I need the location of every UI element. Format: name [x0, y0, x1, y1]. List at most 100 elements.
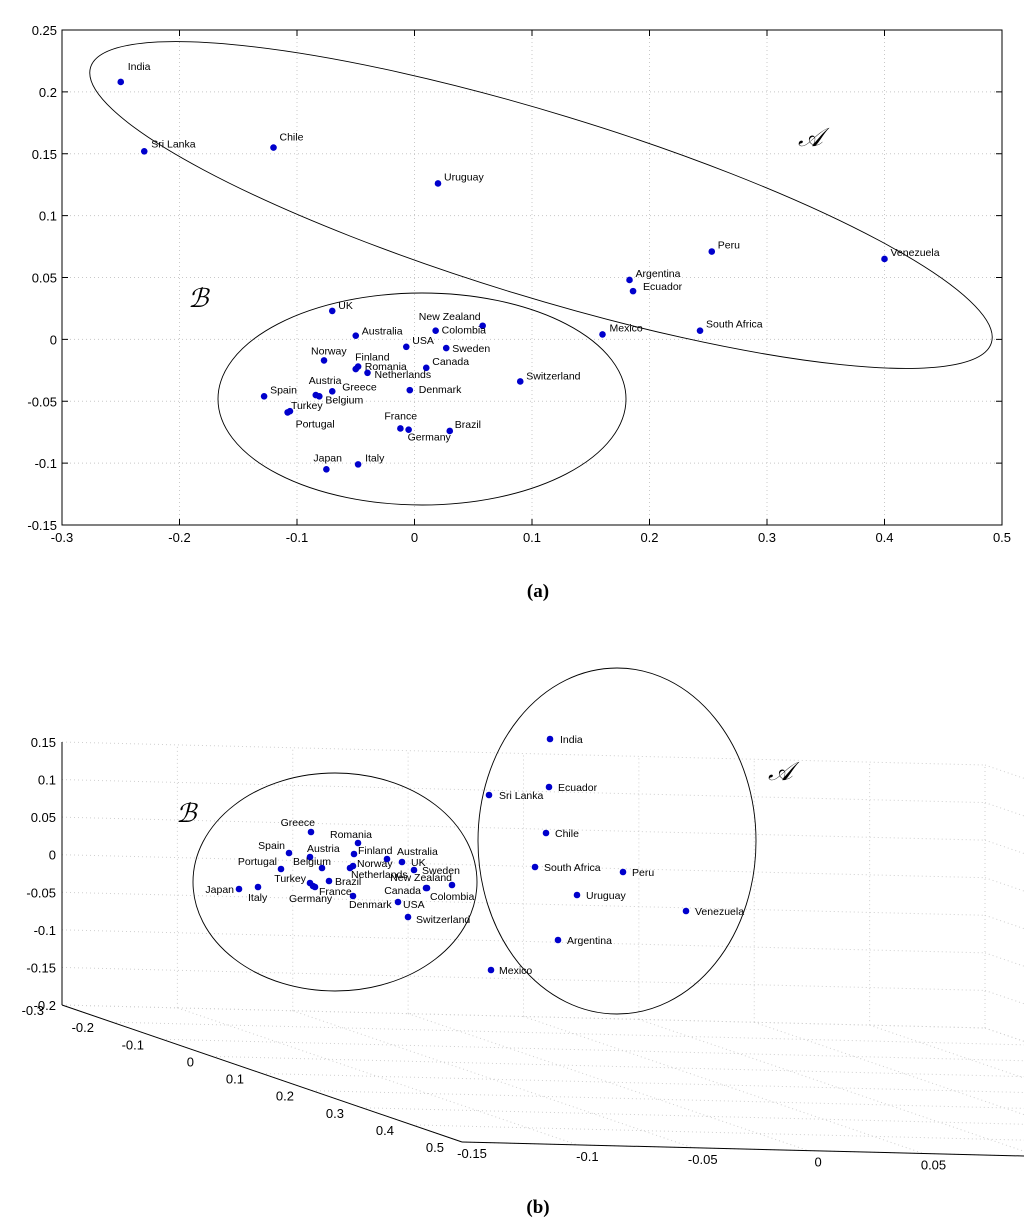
x-tick-label: 0.4: [376, 1123, 394, 1138]
point-label-canada: Canada: [384, 885, 421, 897]
floor-gridline-x: [111, 1021, 1024, 1046]
point-label-australia: Australia: [397, 846, 438, 858]
point-south-africa: [696, 327, 704, 335]
y-tick-label: 0: [815, 1155, 822, 1170]
z-tick-label: 0.15: [31, 735, 56, 750]
y-tick-label: 0.1: [39, 209, 57, 224]
floor-gridline-y: [523, 1016, 924, 1154]
point-sri-lanka: [140, 147, 148, 155]
point-label-canada: Canada: [432, 356, 469, 368]
y-tick-label: 0.15: [32, 147, 57, 162]
point-sweden: [410, 866, 418, 874]
y-tick-label: 0: [50, 332, 57, 347]
point-venezuela: [682, 907, 690, 915]
y-tick-label: 0.25: [32, 23, 57, 38]
caption-b: (b): [526, 1197, 549, 1218]
wall-gridline-z: [61, 854, 986, 879]
point-italy: [354, 461, 362, 468]
point-label-spain: Spain: [258, 840, 285, 852]
point-label-new-zealand: New Zealand: [419, 311, 481, 323]
point-portugal: [284, 409, 291, 416]
point-uk: [328, 307, 336, 315]
x-tick-label: 0.5: [993, 530, 1011, 545]
x-tick-label: -0.3: [51, 530, 73, 545]
point-australia: [383, 855, 391, 863]
point-chile: [270, 144, 277, 151]
point-label-uk: UK: [411, 857, 426, 869]
wall-gridline-z: [984, 839, 1024, 855]
point-label-romania: Romania: [330, 829, 372, 841]
floor-gridline-y: [984, 1027, 1024, 1042]
cluster-a-label: 𝒜: [798, 123, 830, 153]
point-label-netherlands: Netherlands: [375, 369, 432, 381]
point-new-zealand: [448, 881, 456, 889]
y-tick-label: 0.2: [39, 85, 57, 100]
y-tick-label: -0.15: [457, 1146, 487, 1161]
cluster-b-ellipse: [192, 772, 478, 992]
point-label-sri-lanka: Sri Lanka: [151, 138, 196, 150]
point-label-romania: Romania: [365, 361, 407, 373]
point-india: [117, 78, 125, 86]
point-sweden: [442, 344, 450, 352]
point-argentina: [626, 276, 633, 284]
floor-gridline-y: [869, 1024, 1024, 1079]
x-tick-label: -0.1: [122, 1037, 144, 1052]
y-axis-line: [461, 1141, 1024, 1157]
point-label-switzerland: Switzerland: [526, 370, 580, 382]
point-belgium: [316, 393, 323, 400]
wall-gridline-z: [984, 764, 1024, 779]
caption-a: (a): [527, 581, 549, 602]
floor-gridline-x: [261, 1073, 1024, 1093]
point-mexico: [487, 966, 495, 974]
x-tick-label: -0.2: [168, 530, 190, 545]
point-brazil: [325, 877, 333, 885]
point-label-colombia: Colombia: [430, 891, 475, 903]
cluster-b-label: ℬ: [188, 284, 210, 314]
point-label-germany: Germany: [289, 893, 333, 905]
floor-gridline-x: [411, 1124, 1024, 1141]
point-colombia: [423, 884, 431, 892]
x-tick-label: 0.2: [276, 1089, 294, 1104]
point-label-greece: Greece: [342, 381, 377, 393]
y-tick-label: 0.05: [921, 1158, 946, 1173]
point-sri-lanka: [485, 791, 493, 799]
point-italy: [254, 883, 262, 891]
point-usa: [394, 898, 402, 906]
point-label-uruguay: Uruguay: [444, 171, 484, 183]
point-label-brazil: Brazil: [335, 876, 361, 888]
z-tick-label: -0.2: [34, 998, 56, 1013]
point-venezuela: [881, 255, 888, 263]
point-label-south-africa: South Africa: [706, 319, 763, 331]
point-romania: [352, 365, 360, 373]
point-belgium: [318, 864, 326, 872]
floor-gridline-x: [311, 1090, 1024, 1109]
point-label-sri-lanka: Sri Lanka: [499, 790, 544, 802]
y-tick-label: -0.1: [35, 456, 57, 471]
point-label-portugal: Portugal: [238, 856, 277, 868]
y-tick-label: -0.1: [576, 1149, 598, 1164]
point-label-uk: UK: [338, 300, 353, 312]
floor-gridline-y: [292, 1010, 693, 1149]
point-canada: [422, 364, 430, 372]
point-label-spain: Spain: [270, 384, 297, 396]
x-tick-label: 0.1: [226, 1072, 244, 1087]
z-tick-label: -0.15: [26, 960, 56, 975]
point-label-uruguay: Uruguay: [586, 890, 626, 902]
point-label-netherlands: Netherlands: [351, 869, 408, 881]
z-tick-label: 0.05: [31, 810, 56, 825]
point-label-new-zealand: New Zealand: [390, 872, 452, 884]
point-germany: [309, 882, 317, 890]
y-tick-label: 0.05: [32, 271, 57, 286]
x-tick-label: 0.5: [426, 1140, 444, 1155]
z-tick-label: 0: [49, 848, 56, 863]
point-label-ecuador: Ecuador: [558, 782, 598, 794]
point-netherlands: [349, 862, 357, 870]
point-label-france: France: [384, 410, 417, 422]
point-label-turkey: Turkey: [291, 400, 323, 412]
point-denmark: [406, 386, 414, 394]
point-label-peru: Peru: [718, 240, 740, 252]
cluster-a-ellipse: [477, 667, 757, 1015]
z-tick-label: -0.05: [26, 885, 56, 900]
point-portugal: [277, 865, 285, 873]
